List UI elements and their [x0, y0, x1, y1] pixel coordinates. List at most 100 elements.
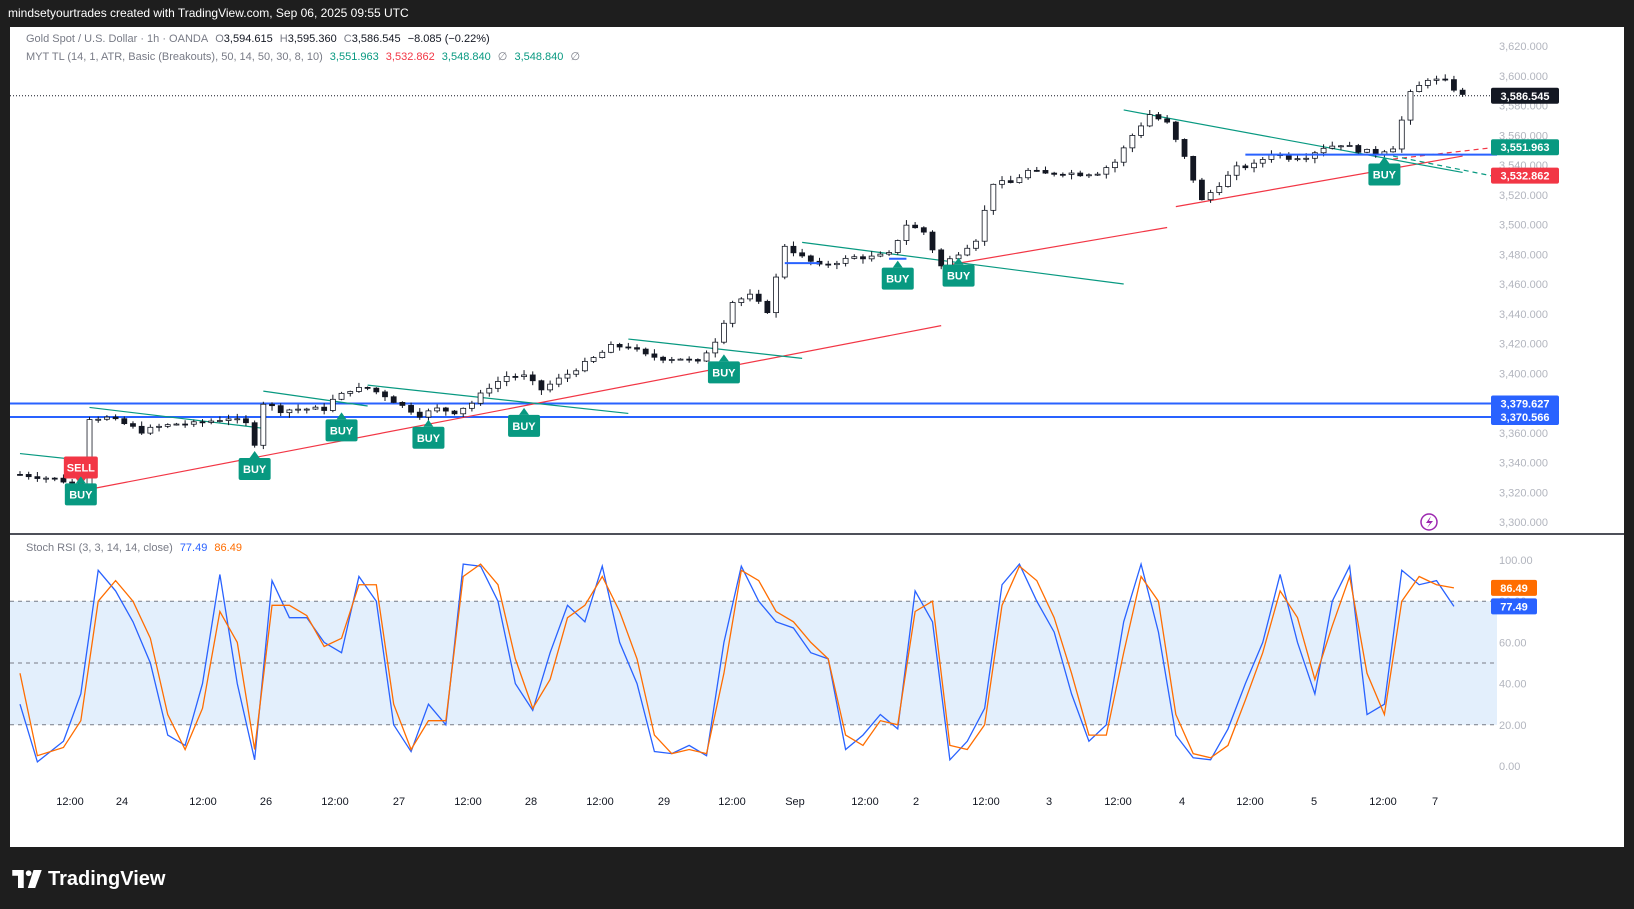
candle-body	[182, 423, 189, 426]
candle-body	[303, 408, 310, 411]
lightning-icon[interactable]	[1420, 513, 1438, 531]
price-axis-label-bg	[1491, 409, 1559, 426]
x-tick-label: 28	[525, 796, 537, 808]
signal-buy-label[interactable]: BUY	[942, 257, 975, 287]
price-legend: Gold Spot / U.S. Dollar · 1h · OANDA O3,…	[26, 33, 494, 45]
x-tick-label: 24	[116, 796, 128, 808]
candle-body	[686, 358, 693, 361]
candle-body	[903, 224, 910, 241]
candle-body	[1320, 147, 1327, 154]
signal-text: BUY	[417, 433, 441, 445]
symbol-label[interactable]: Gold Spot / U.S. Dollar · 1h · OANDA	[26, 33, 209, 45]
price-axis-label-text: 3,379.627	[1501, 399, 1550, 411]
candle-body	[677, 358, 684, 361]
candle-body	[1285, 154, 1292, 160]
lightning-icon-ring	[1420, 513, 1438, 531]
candle-body	[912, 224, 919, 229]
indicator-end: ∅	[570, 51, 581, 63]
signal-text: BUY	[330, 425, 354, 437]
x-tick-label: 27	[393, 796, 405, 808]
stoch-y-tick-label: 100.00	[1499, 555, 1533, 567]
candle-body	[338, 392, 345, 400]
candle-body	[25, 474, 32, 478]
candle-body	[1051, 172, 1058, 175]
indicator-label[interactable]: MYT TL (14, 1, ATR, Basic (Breakouts), 5…	[26, 51, 323, 63]
signal-arrow	[249, 451, 260, 459]
candle-body	[1025, 169, 1031, 179]
signal-buy-label[interactable]: BUY	[238, 451, 271, 481]
candle-body	[60, 477, 67, 483]
stoch-series-k	[19, 561, 1455, 763]
candle-body	[1007, 180, 1014, 183]
tradingview-logo[interactable]: TradingView	[12, 868, 165, 890]
candle-body	[104, 416, 110, 420]
signal-buy-label[interactable]: BUY	[707, 354, 740, 384]
x-tick-label: 12:00	[851, 796, 879, 808]
candle-body	[573, 370, 580, 375]
candle-body	[1433, 78, 1440, 81]
candle-body	[807, 255, 814, 262]
candle-body	[173, 423, 180, 426]
candle-body	[1112, 161, 1118, 169]
x-tick-label: 12:00	[1236, 796, 1264, 808]
candle-body	[390, 396, 397, 403]
candle-body	[364, 386, 371, 389]
candle-body	[1164, 118, 1171, 123]
signal-buy-label[interactable]: BUY	[325, 412, 358, 442]
candle-body	[356, 386, 362, 392]
candle-body	[416, 411, 423, 418]
candle-body	[121, 418, 128, 425]
signal-box	[63, 456, 98, 479]
x-tick-label: 12:00	[586, 796, 614, 808]
signal-arrow	[892, 260, 903, 268]
candle-body	[651, 353, 658, 358]
candle-body	[1138, 125, 1144, 136]
stoch-band	[10, 601, 1497, 725]
candle-body	[1416, 85, 1423, 92]
stoch-axis-label: 77.49	[1491, 598, 1537, 615]
candle-body	[703, 352, 710, 362]
x-tick-label: 4	[1179, 796, 1185, 808]
x-tick-label: 26	[260, 796, 272, 808]
y-tick-label: 3,520.000	[1499, 190, 1548, 202]
trendline	[263, 390, 368, 407]
candle-body	[616, 344, 623, 348]
signal-box	[707, 361, 740, 384]
signal-buy-label[interactable]: BUY	[508, 407, 541, 437]
signal-buy-label[interactable]: BUY	[1368, 156, 1401, 186]
signal-buy-label[interactable]: BUY	[412, 419, 445, 449]
signal-buy-label[interactable]: BUY	[881, 260, 914, 290]
price-axis-label: 3,586.545	[1491, 87, 1559, 104]
price-axis-label: 3,379.627	[1491, 395, 1559, 412]
candle-body	[469, 402, 475, 409]
y-tick-label: 3,620.000	[1499, 41, 1548, 53]
candle-body	[877, 253, 884, 257]
stoch-label[interactable]: Stoch RSI (3, 3, 14, 14, close)	[26, 542, 173, 554]
candle-body	[834, 262, 840, 266]
candle-body	[929, 231, 936, 251]
signal-buy-label[interactable]: BUY	[64, 476, 97, 506]
candle-body	[729, 302, 736, 324]
stoch-k-value: 77.49	[179, 542, 208, 554]
candle-body	[442, 407, 449, 412]
candle-body	[842, 257, 849, 264]
trendline	[367, 384, 629, 415]
candle-body	[642, 348, 649, 355]
candle-body	[1155, 114, 1162, 120]
candle-body	[886, 252, 892, 255]
candle-body	[1225, 174, 1231, 187]
candle-body	[382, 391, 388, 398]
candle-body	[773, 276, 779, 314]
close-value: 3,586.545	[351, 33, 401, 45]
candle-body	[1129, 135, 1136, 149]
candle-body	[868, 255, 875, 260]
candle-body	[112, 416, 119, 420]
y-tick-label: 3,340.000	[1499, 458, 1548, 470]
candle-body	[190, 421, 197, 425]
chart-canvas[interactable]: 3,620.0003,600.0003,580.0003,560.0003,54…	[10, 27, 1624, 847]
chart-panel[interactable]: 3,620.000 3,600.000 3,580.000 3,560.000 3,54…	[10, 27, 1624, 847]
change-value: −8.085 (−0.22%)	[407, 33, 490, 45]
candle-body	[1086, 174, 1092, 177]
candle-body	[69, 481, 76, 484]
candle-body	[1390, 148, 1396, 153]
